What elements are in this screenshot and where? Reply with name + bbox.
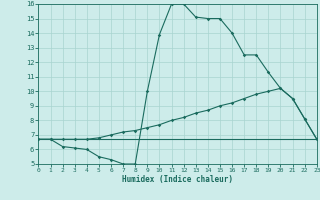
X-axis label: Humidex (Indice chaleur): Humidex (Indice chaleur) [122,175,233,184]
